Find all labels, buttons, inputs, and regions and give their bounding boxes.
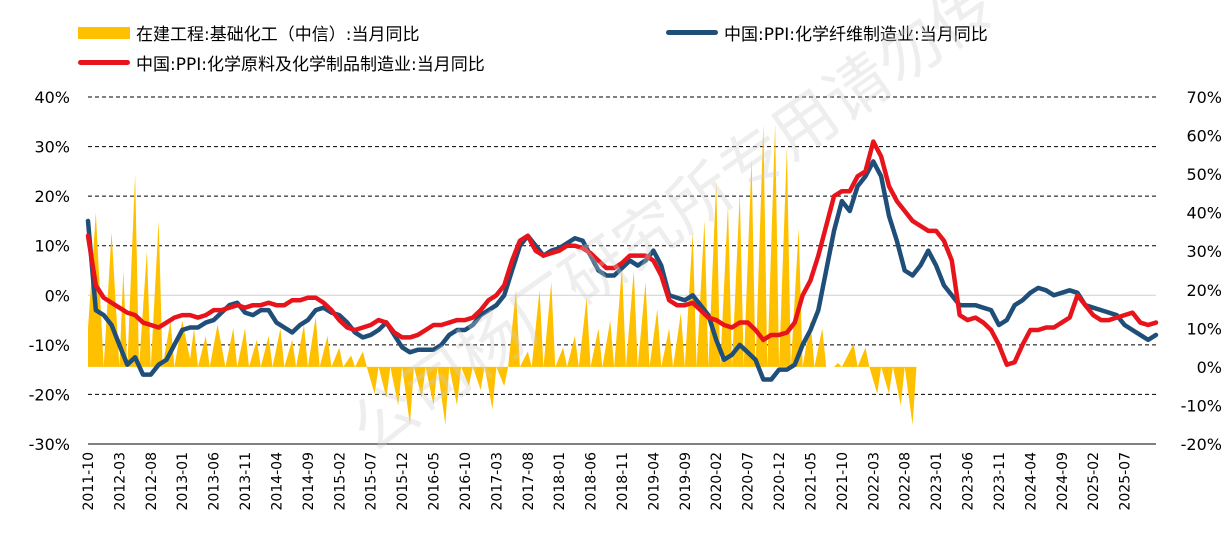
left-axis-tick-label: 20% xyxy=(34,187,70,206)
x-axis-tick-label: 2020-02 xyxy=(709,452,725,511)
x-axis-tick-label: 2019-04 xyxy=(646,452,662,511)
right-axis-tick-label: 0% xyxy=(1197,358,1222,377)
x-axis-tick-label: 2013-06 xyxy=(207,452,223,511)
x-axis-tick-label: 2017-03 xyxy=(489,452,505,511)
legend-item-fiber-ppi: 中国:PPI:化学纤维制造业:当月同比 xyxy=(666,20,988,45)
right-axis-tick-label: 50% xyxy=(1186,165,1222,184)
x-axis-tick-label: 2014-09 xyxy=(301,452,317,511)
legend-swatch-fiber-ppi xyxy=(666,30,718,35)
right-axis-tick-label: 60% xyxy=(1186,127,1222,146)
x-axis-tick-label: 2024-04 xyxy=(1023,452,1039,511)
right-axis-tick-label: -10% xyxy=(1181,396,1222,415)
x-axis-tick-label: 2020-12 xyxy=(772,452,788,511)
x-axis-tick-label: 2023-06 xyxy=(961,452,977,511)
x-axis-tick-label: 2022-08 xyxy=(898,452,914,511)
x-axis-tick-label: 2016-05 xyxy=(427,452,443,511)
x-axis-tick-label: 2024-09 xyxy=(1055,452,1071,511)
x-axis-tick-label: 2020-07 xyxy=(741,452,757,511)
legend-item-chem-ppi: 中国:PPI:化学原料及化学制品制造业:当月同比 xyxy=(78,50,485,75)
left-axis-tick-label: 30% xyxy=(34,138,70,157)
x-axis-tick-label: 2025-07 xyxy=(1118,452,1134,511)
left-axis-tick-label: 0% xyxy=(45,286,70,305)
x-axis-tick-label: 2011-10 xyxy=(81,452,97,511)
x-axis-tick-label: 2021-05 xyxy=(803,452,819,511)
x-axis-tick-label: 2012-08 xyxy=(144,452,160,511)
legend-label-construction: 在建工程:基础化工（中信）:当月同比 xyxy=(136,25,420,45)
x-axis-tick-label: 2018-06 xyxy=(584,452,600,511)
right-axis-tick-label: 20% xyxy=(1186,281,1222,300)
axis-labels: 40% 30% 20% 10% 0% -10% -20% -30% 70% 60% 50% 40% 30… xyxy=(29,88,1222,511)
right-axis-tick-label: 10% xyxy=(1186,319,1222,338)
x-axis-tick-label: 2015-12 xyxy=(395,452,411,511)
left-axis-tick-label: 10% xyxy=(34,237,70,256)
legend-label-fiber-ppi: 中国:PPI:化学纤维制造业:当月同比 xyxy=(724,25,988,45)
legend-swatch-construction xyxy=(78,26,130,39)
x-axis-tick-label: 2018-11 xyxy=(615,452,631,511)
legend-label-chem-ppi: 中国:PPI:化学原料及化学制品制造业:当月同比 xyxy=(136,55,485,75)
legend-swatch-chem-ppi xyxy=(78,60,130,65)
x-axis-tick-label: 2022-03 xyxy=(866,452,882,511)
x-axis-tick-label: 2014-04 xyxy=(269,452,285,511)
construction-series-area xyxy=(88,123,917,425)
left-axis-tick-label: -10% xyxy=(29,336,70,355)
x-axis-tick-label: 2019-09 xyxy=(678,452,694,511)
x-axis-tick-label: 2021-10 xyxy=(835,452,851,511)
left-axis-tick-label: 40% xyxy=(34,88,70,107)
right-axis-tick-label: 30% xyxy=(1186,242,1222,261)
ppi-lines xyxy=(85,139,1159,382)
x-axis-tick-label: 2017-08 xyxy=(521,452,537,511)
x-axis-tick-label: 2013-01 xyxy=(175,452,191,511)
x-axis-tick-label: 2016-10 xyxy=(458,452,474,511)
x-axis-tick-label: 2023-01 xyxy=(929,452,945,511)
right-axis-tick-label: 70% xyxy=(1186,88,1222,107)
legend-item-construction: 在建工程:基础化工（中信）:当月同比 xyxy=(78,20,419,45)
left-axis-tick-label: -30% xyxy=(29,435,70,454)
x-axis-tick-label: 2025-02 xyxy=(1086,452,1102,511)
right-axis-tick-label: -20% xyxy=(1181,435,1222,454)
x-axis-tick-label: 2012-03 xyxy=(112,452,128,511)
x-axis-tick-label: 2015-07 xyxy=(364,452,380,511)
left-axis-tick-label: -20% xyxy=(29,385,70,404)
construction-bars xyxy=(88,123,917,425)
fiber-ppi-line xyxy=(85,159,1159,382)
x-axis-tick-label: 2023-11 xyxy=(992,452,1008,511)
x-axis-tick-label: 2013-11 xyxy=(238,452,254,511)
chem-ppi-line xyxy=(85,139,1159,367)
x-axis-tick-label: 2015-02 xyxy=(332,452,348,511)
right-axis-tick-label: 40% xyxy=(1186,204,1222,223)
x-axis-tick-label: 2018-01 xyxy=(552,452,568,511)
